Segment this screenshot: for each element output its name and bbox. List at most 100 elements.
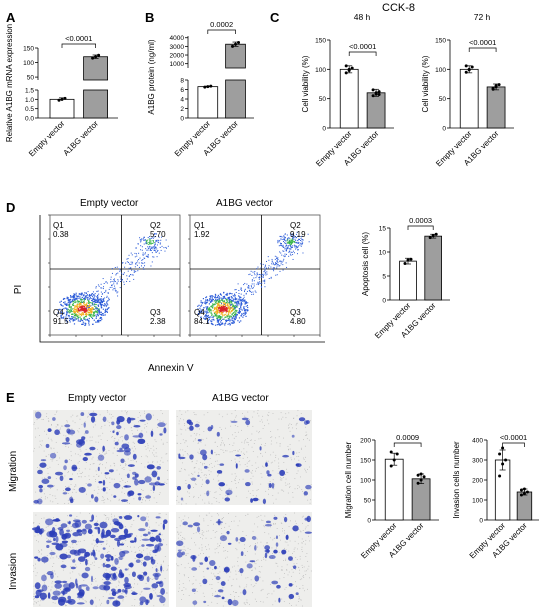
- event-dot: [100, 296, 102, 298]
- speckle: [158, 524, 160, 526]
- stained-cell: [150, 430, 154, 437]
- event-dot: [88, 324, 90, 326]
- speckle: [235, 477, 236, 479]
- speckle: [264, 556, 266, 557]
- event-dot: [205, 296, 207, 299]
- speckle: [294, 478, 296, 480]
- speckle: [258, 415, 260, 417]
- stained-cell: [102, 416, 107, 422]
- event-dot: [137, 260, 139, 262]
- event-dot: [244, 289, 246, 291]
- speckle: [40, 444, 42, 446]
- event-dot: [64, 301, 66, 303]
- significance-bracket: [207, 29, 236, 34]
- speckle: [141, 430, 143, 432]
- speckle: [202, 535, 204, 537]
- speckle: [99, 599, 100, 601]
- speckle: [203, 431, 205, 432]
- event-dot: [229, 304, 231, 306]
- speckle: [100, 604, 101, 606]
- speckle: [178, 470, 180, 472]
- speckle: [289, 430, 291, 432]
- event-dot: [104, 297, 106, 299]
- speckle: [240, 554, 242, 556]
- stained-cell: [52, 590, 61, 596]
- speckle: [123, 557, 124, 559]
- event-dot: [72, 300, 74, 302]
- y-axis-label: Cell viability (%): [301, 55, 310, 112]
- speckle: [128, 568, 130, 569]
- event-dot: [297, 242, 299, 244]
- event-dot: [259, 277, 261, 279]
- event-dot: [298, 239, 300, 241]
- event-dot: [225, 320, 227, 323]
- stained-cell: [49, 452, 57, 459]
- event-dot: [261, 287, 263, 289]
- event-dot: [153, 246, 155, 248]
- event-dot: [210, 322, 213, 325]
- stained-cell: [38, 484, 44, 489]
- event-dot: [206, 306, 208, 309]
- event-dot: [135, 247, 137, 249]
- stained-cell: [96, 540, 105, 543]
- speckle: [178, 517, 180, 519]
- speckle: [52, 570, 54, 572]
- speckle: [188, 496, 190, 497]
- speckle: [268, 489, 269, 490]
- speckle: [301, 546, 303, 548]
- event-dot: [101, 304, 103, 306]
- stained-cell: [79, 584, 88, 587]
- event-dot: [291, 237, 293, 239]
- event-dot: [240, 315, 242, 317]
- speckle: [33, 603, 35, 605]
- stained-cell: [72, 532, 80, 537]
- speckle: [43, 488, 45, 490]
- speckle: [247, 411, 249, 413]
- significance-label: 0.0002: [210, 20, 233, 29]
- speckle: [309, 577, 311, 579]
- event-dot: [77, 318, 79, 320]
- event-dot: [86, 306, 88, 308]
- speckle: [193, 576, 195, 577]
- event-dot: [234, 316, 236, 318]
- speckle: [150, 482, 152, 483]
- event-dot: [219, 318, 222, 320]
- speckle: [262, 601, 264, 603]
- event-dot: [228, 293, 230, 295]
- speckle: [237, 450, 239, 452]
- speckle: [74, 558, 75, 560]
- speckle: [245, 515, 247, 516]
- event-dot: [66, 297, 68, 300]
- speckle: [70, 559, 72, 561]
- speckle: [281, 478, 283, 480]
- speckle: [147, 461, 149, 463]
- stained-cell: [92, 586, 99, 590]
- speckle: [97, 476, 99, 477]
- event-dot: [128, 267, 130, 269]
- event-dot: [283, 258, 285, 260]
- event-dot: [118, 268, 120, 270]
- event-dot: [84, 322, 86, 324]
- speckle: [198, 453, 200, 455]
- stained-cell: [265, 462, 268, 467]
- event-dot: [122, 273, 124, 275]
- speckle: [117, 448, 118, 450]
- speckle: [236, 591, 237, 593]
- stained-cell: [45, 443, 50, 449]
- speckle: [108, 422, 110, 424]
- event-dot: [67, 299, 69, 302]
- event-dot: [165, 239, 167, 241]
- event-dot: [143, 236, 145, 238]
- speckle: [162, 444, 164, 445]
- speckle: [290, 457, 292, 459]
- stained-cell: [90, 575, 93, 583]
- speckle: [261, 519, 262, 521]
- speckle: [34, 598, 36, 599]
- event-dot: [234, 289, 236, 291]
- speckle: [290, 599, 292, 600]
- event-dot: [147, 256, 149, 258]
- event-dot: [91, 303, 93, 305]
- speckle: [249, 439, 251, 441]
- stained-cell: [227, 542, 232, 545]
- speckle: [214, 536, 216, 538]
